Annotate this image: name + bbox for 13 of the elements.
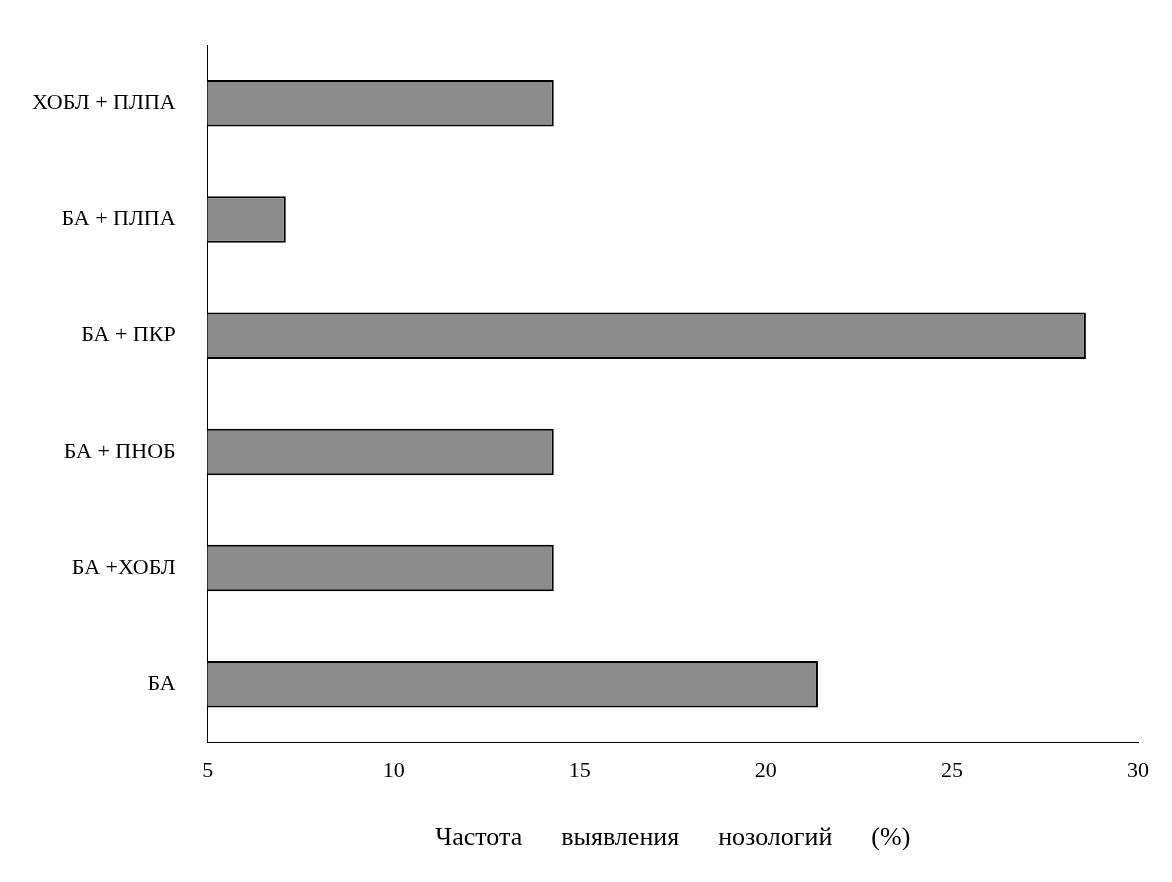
x-tick-label: 20 [754,757,777,783]
y-tick-label: ХОБЛ + ПЛПА [32,89,176,115]
x-tick-label: 30 [1127,757,1149,783]
y-tick-label: БА [147,670,176,696]
y-tick-label: БА +ХОБЛ [71,553,176,579]
x-axis-title: Частота выявления нозологий (%) [435,822,911,852]
x-tick-label: 5 [202,757,214,783]
x-tick-label: 15 [568,757,591,783]
y-tick-label: БА + ПНОБ [63,437,176,463]
y-tick-label: БА + ПКР [81,321,176,347]
x-tick-label: 25 [940,757,963,783]
x-tick-label: 10 [382,757,405,783]
y-tick-label: БА + ПЛПА [61,205,176,231]
